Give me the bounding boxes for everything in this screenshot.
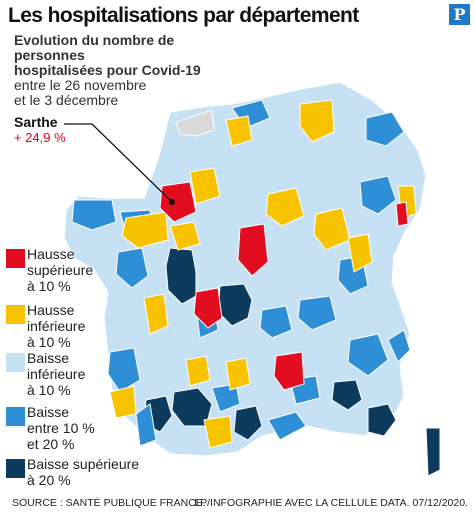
legend-label: Hausse supérieure à 10 % [27,246,142,294]
sarthe-annotation: Sarthe + 24,9 % [14,114,66,146]
department-sarthe [159,181,197,223]
legend-line: à 10 % [27,334,71,350]
annotation-leader-line [64,123,173,203]
annotation-value: + 24,9 % [14,130,66,145]
legend-line: Hausse [27,246,75,262]
source-note: SOURCE : SANTÉ PUBLIQUE FRANCE. [12,497,206,509]
legend-swatch [6,407,25,426]
subtitle-line-4: et le 3 décembre [14,92,119,108]
yellow-departments [109,99,417,449]
le-parisien-logo: P [449,4,470,25]
legend-label: Baisse supérieure à 20 % [27,456,197,488]
annotation-name: Sarthe [14,114,58,130]
region-no-data [175,109,215,137]
legend-line: supérieure [27,262,94,278]
legend-line: entre 10 % [27,420,95,436]
subtitle-line-1: Evolution du nombre de personnes [14,32,175,63]
legend-label: Baisse entre 10 % et 20 % [27,404,142,452]
legend-label: Baisse inférieure à 10 % [27,350,142,398]
red-departments [159,181,409,391]
legend-line: inférieure [27,318,86,334]
legend-line: Hausse [27,302,75,318]
page-title: Les hospitalisations par département [8,4,359,27]
legend-line: Baisse [27,404,70,420]
legend-line: à 10 % [27,382,71,398]
credit-note: LP/INFOGRAPHIE AVEC LA CELLULE DATA. 07/… [194,497,468,509]
annotation-dot [169,199,175,205]
legend-swatch [6,459,25,478]
legend-line: inférieure [27,366,86,382]
dark-blue-departments [143,247,441,477]
legend-swatch [6,305,25,324]
subtitle-line-3: entre le 26 novembre [14,77,147,93]
legend-label: Hausse inférieure à 10 % [27,302,142,350]
legend-line: à 20 % [27,472,71,488]
subtitle-line-2: hospitalisées pour Covid-19 [14,62,201,78]
legend-swatch [6,353,25,372]
subtitle: Evolution du nombre de personnes hospita… [14,33,244,108]
legend-swatch [6,249,25,268]
legend-line: à 10 % [27,278,71,294]
legend-line: Baisse [27,350,70,366]
legend-line: et 20 % [27,436,75,452]
legend-line: Baisse supérieure [27,456,140,472]
